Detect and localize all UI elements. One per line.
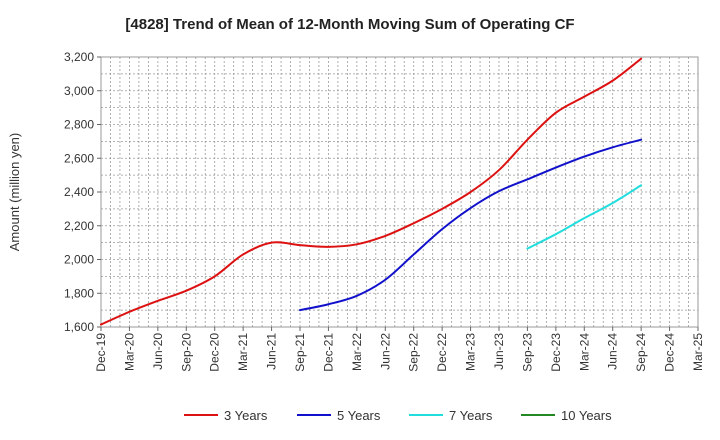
x-tick-label: Jun-21 [265,333,279,370]
y-tick-label: 2,600 [64,151,94,165]
legend-label-5-years: 5 Years [337,408,381,423]
y-tick-label: 2,400 [64,185,94,199]
x-tick-label: Dec-20 [208,333,222,372]
x-tick-label: Sep-21 [293,333,307,372]
x-tick-label: Jun-24 [606,333,620,370]
legend: 3 Years 5 Years 7 Years 10 Years [184,408,612,423]
series-line-3-years [100,57,643,326]
x-tick-label: Dec-24 [663,333,677,372]
y-tick-label: 2,000 [64,253,94,267]
x-tick-label: Jun-20 [151,333,165,370]
y-axis-label: Amount (million yen) [7,133,22,252]
x-tick-label: Dec-21 [321,333,335,372]
legend-label-7-years: 7 Years [449,408,493,423]
x-tick-label: Sep-20 [179,333,193,372]
legend-label-10-years: 10 Years [561,408,612,423]
x-tick-label: Mar-21 [236,333,250,371]
x-tick-label: Sep-24 [634,333,648,372]
x-tick-label: Dec-19 [94,333,108,372]
gridlines [101,57,698,327]
y-tick-label: 2,800 [64,118,94,132]
y-tick-label: 3,200 [64,50,94,64]
y-tick-label: 3,000 [64,84,94,98]
x-tick-label: Dec-23 [549,333,563,372]
series-line-5-years [299,138,643,312]
x-tick-label: Mar-20 [122,333,136,371]
x-tick-label: Mar-24 [577,333,591,371]
y-tick-label: 2,200 [64,219,94,233]
y-axis-ticks: 1,600 1,800 2,000 2,200 2,400 2,600 2,800 3,000… [64,50,101,334]
legend-label-3-years: 3 Years [224,408,268,423]
x-tick-label: Dec-22 [435,333,449,372]
x-tick-label: Mar-22 [350,333,364,371]
chart-title: [4828] Trend of Mean of 12-Month Moving … [125,16,574,33]
x-tick-label: Jun-22 [378,333,392,370]
x-axis-ticks: Dec-19 Mar-20 Jun-20 Sep-20 Dec-20 Mar-21 Jun-… [94,327,705,372]
x-tick-label: Sep-23 [520,333,534,372]
y-tick-label: 1,600 [64,320,94,334]
x-tick-label: Sep-22 [407,333,421,372]
x-tick-label: Mar-23 [464,333,478,371]
series-line-7-years [526,184,643,250]
x-tick-label: Jun-23 [492,333,506,370]
x-tick-label: Mar-25 [691,333,705,371]
series-group [100,57,643,326]
y-tick-label: 1,800 [64,286,94,300]
